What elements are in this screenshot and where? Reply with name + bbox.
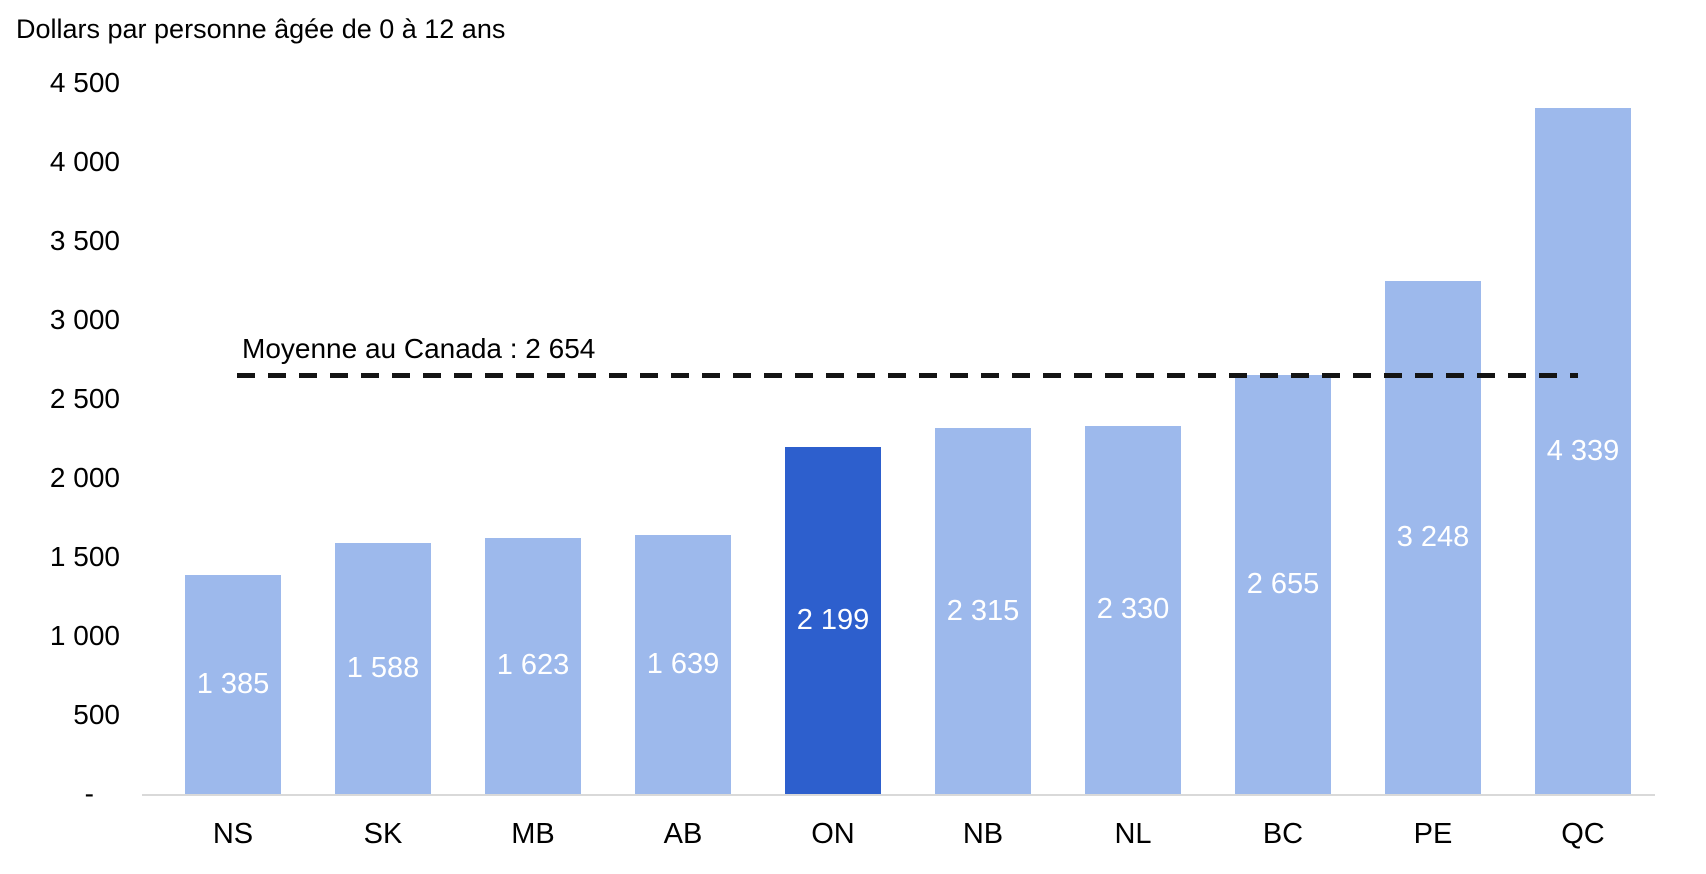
bar-value-label: 1 623 — [496, 649, 570, 682]
bar-PE: 3 248 — [1385, 280, 1481, 794]
x-axis-label-MB: MB — [511, 818, 555, 850]
bar-AB: 1 639 — [635, 535, 731, 794]
y-axis-tick-label: 4 000 — [49, 146, 120, 177]
y-axis-tick-label: 2 500 — [49, 383, 120, 414]
chart-title: Dollars par personne âgée de 0 à 12 ans — [16, 14, 506, 44]
bar-NB: 2 315 — [935, 428, 1031, 794]
x-axis-label-PE: PE — [1413, 818, 1453, 850]
average-reference-label: Moyenne au Canada : 2 654 — [242, 332, 596, 364]
bar-value-label: 2 315 — [946, 594, 1020, 627]
x-axis-label-NL: NL — [1114, 818, 1152, 850]
x-axis-label-SK: SK — [363, 818, 403, 850]
y-axis-tick-label: 3 500 — [49, 225, 120, 256]
bar-NL: 2 330 — [1085, 425, 1181, 794]
x-axis-label-BC: BC — [1262, 818, 1304, 850]
bar-value-label: 3 248 — [1396, 520, 1470, 553]
bar-QC: 4 339 — [1535, 108, 1631, 794]
bar-value-label: 2 330 — [1096, 593, 1170, 626]
bar-ON: 2 199 — [785, 446, 881, 794]
bar-value-label: 1 385 — [196, 668, 270, 701]
y-axis-tick-label: 500 — [73, 699, 120, 730]
average-reference-line — [237, 372, 1578, 378]
y-axis-tick-label: 2 000 — [49, 462, 120, 493]
y-axis-tick-label: 1 500 — [49, 541, 120, 572]
bar-NS: 1 385 — [185, 575, 281, 794]
bar-value-label: 2 655 — [1246, 567, 1320, 600]
x-axis-label-NB: NB — [962, 818, 1004, 850]
y-axis-tick-label: 4 500 — [49, 67, 120, 98]
y-axis-tick-label: 3 000 — [49, 304, 120, 335]
x-axis-label-QC: QC — [1561, 818, 1605, 850]
bar-SK: 1 588 — [335, 543, 431, 794]
bar-value-label: 1 588 — [346, 652, 420, 685]
y-axis-tick-label: - — [84, 778, 94, 809]
y-axis-tick-label: 1 000 — [49, 620, 120, 651]
bar-MB: 1 623 — [485, 537, 581, 794]
bar-value-label: 1 639 — [646, 648, 720, 680]
x-axis-label-NS: NS — [212, 818, 254, 850]
x-axis-line — [142, 794, 1655, 796]
x-axis-label-ON: ON — [811, 818, 855, 850]
x-axis-label-AB: AB — [663, 818, 703, 850]
bar-value-label: 4 339 — [1546, 434, 1620, 467]
bar-BC: 2 655 — [1235, 374, 1331, 794]
bar-value-label: 2 199 — [796, 603, 870, 636]
